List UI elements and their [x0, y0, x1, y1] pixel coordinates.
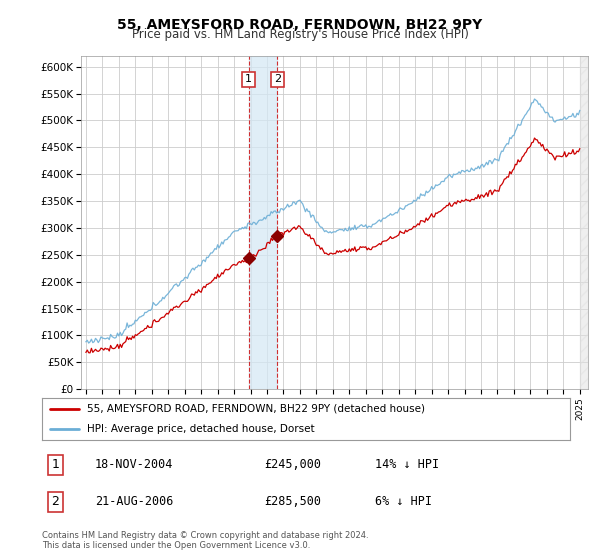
- Text: 21-AUG-2006: 21-AUG-2006: [95, 495, 173, 508]
- Text: 55, AMEYSFORD ROAD, FERNDOWN, BH22 9PY (detached house): 55, AMEYSFORD ROAD, FERNDOWN, BH22 9PY (…: [87, 404, 425, 414]
- Text: £245,000: £245,000: [264, 458, 321, 472]
- Text: 1: 1: [245, 74, 252, 85]
- Text: 6% ↓ HPI: 6% ↓ HPI: [374, 495, 431, 508]
- Text: 2: 2: [274, 74, 281, 85]
- Text: Price paid vs. HM Land Registry's House Price Index (HPI): Price paid vs. HM Land Registry's House …: [131, 28, 469, 41]
- Text: 14% ↓ HPI: 14% ↓ HPI: [374, 458, 439, 472]
- Text: Contains HM Land Registry data © Crown copyright and database right 2024.
This d: Contains HM Land Registry data © Crown c…: [42, 531, 368, 550]
- Text: 55, AMEYSFORD ROAD, FERNDOWN, BH22 9PY: 55, AMEYSFORD ROAD, FERNDOWN, BH22 9PY: [118, 18, 482, 32]
- Bar: [248, 56, 277, 389]
- Text: 18-NOV-2004: 18-NOV-2004: [95, 458, 173, 472]
- Text: HPI: Average price, detached house, Dorset: HPI: Average price, detached house, Dors…: [87, 424, 314, 434]
- Text: 2: 2: [51, 495, 59, 508]
- Text: 1: 1: [51, 458, 59, 472]
- Text: £285,500: £285,500: [264, 495, 321, 508]
